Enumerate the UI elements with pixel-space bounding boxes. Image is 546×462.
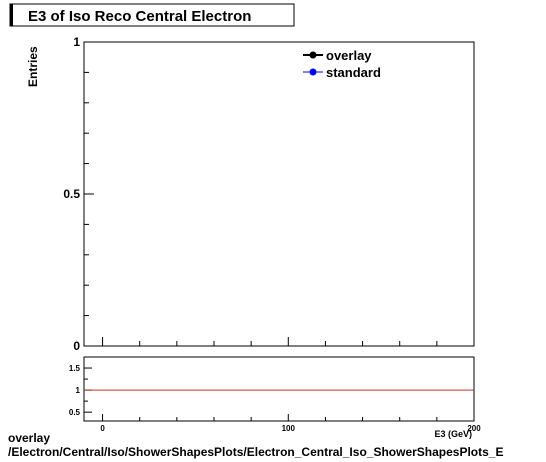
ratio-y-tick-label: 1.5 — [69, 364, 81, 373]
legend-marker-standard — [309, 68, 317, 76]
chart-title: E3 of Iso Reco Central Electron — [28, 8, 251, 25]
footer-line-1: overlay — [8, 431, 50, 445]
legend-label-overlay: overlay — [326, 48, 372, 63]
title-box: E3 of Iso Reco Central Electron — [9, 3, 295, 27]
footer-line-2: /Electron/Central/Iso/ShowerShapesPlots/… — [8, 445, 504, 459]
x-axis-label: E3 (GeV) — [434, 429, 472, 439]
ratio-x-tick-label: 100 — [282, 424, 296, 433]
main-y-tick-label: 0.5 — [63, 187, 80, 201]
ratio-plot-frame — [83, 356, 475, 422]
main-x-axis — [102, 337, 475, 346]
legend: overlay standard — [303, 48, 381, 80]
legend-entry-standard: standard — [303, 65, 381, 80]
main-plot-frame — [83, 41, 475, 347]
ratio-x-axis: 0 100 200 — [100, 414, 481, 433]
ratio-y-tick-label: 1 — [76, 386, 81, 395]
main-y-axis: 00.51 — [63, 35, 94, 353]
ratio-y-tick-label: 0.5 — [69, 408, 81, 417]
legend-marker-overlay — [309, 51, 317, 59]
ratio-x-tick-label: 0 — [100, 424, 105, 433]
legend-label-standard: standard — [326, 65, 381, 80]
y-axis-label: Entries — [26, 46, 40, 87]
ratio-x-tick-label: 200 — [467, 424, 481, 433]
main-y-tick-label: 1 — [73, 35, 80, 49]
main-y-tick-label: 0 — [73, 339, 80, 353]
legend-entry-overlay: overlay — [303, 48, 372, 63]
